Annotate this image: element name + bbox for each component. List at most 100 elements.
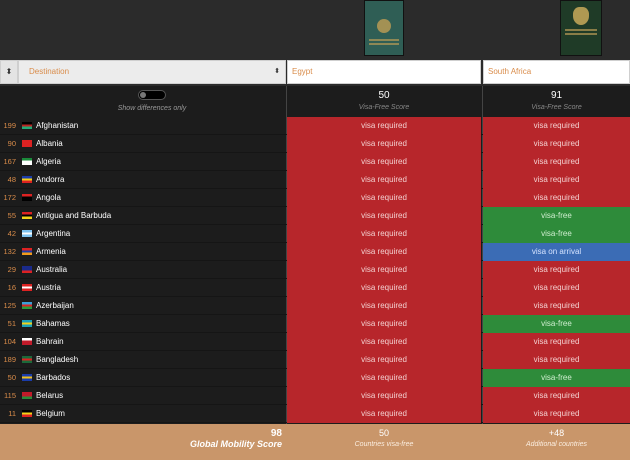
rank-number: 16: [7, 283, 16, 292]
south-africa-passport-select[interactable]: South Africa: [483, 60, 630, 84]
global-score-label: Global Mobility Score: [189, 439, 282, 449]
table-row[interactable]: 16 Austria visa required visa required: [0, 279, 630, 297]
rank-number: 172: [3, 193, 16, 202]
country-name[interactable]: Azerbaijan: [36, 301, 74, 310]
south-africa-visa-status: visa required: [483, 171, 630, 189]
egypt-visa-status: visa required: [287, 189, 481, 207]
country-flag-icon: [22, 320, 32, 327]
country-name[interactable]: Bahrain: [36, 337, 64, 346]
table-row[interactable]: 50 Barbados visa required visa-free: [0, 369, 630, 387]
table-row[interactable]: 90 Albania visa required visa required: [0, 135, 630, 153]
south-africa-select-label: South Africa: [488, 67, 532, 76]
south-africa-visa-status: visa required: [483, 387, 630, 405]
summary-footer: 98 Global Mobility Score 50 Countries vi…: [0, 424, 630, 460]
egypt-visa-status: visa required: [287, 261, 481, 279]
rank-number: 115: [4, 391, 16, 400]
egypt-visa-status: visa required: [287, 315, 481, 333]
show-differences-toggle[interactable]: [138, 90, 166, 100]
table-row[interactable]: 189 Bangladesh visa required visa required: [0, 351, 630, 369]
country-name[interactable]: Belgium: [36, 409, 65, 418]
rank-number: 55: [7, 211, 16, 220]
south-africa-visa-status: visa-free: [483, 315, 630, 333]
rank-number: 189: [3, 355, 16, 364]
score-row: Show differences only 50 Visa-Free Score…: [0, 86, 630, 118]
table-row[interactable]: 48 Andorra visa required visa required: [0, 171, 630, 189]
rank-number: 90: [7, 139, 16, 148]
egypt-passport-select[interactable]: Egypt: [287, 60, 481, 84]
country-flag-icon: [22, 392, 32, 399]
country-name[interactable]: Antigua and Barbuda: [36, 211, 112, 220]
country-name[interactable]: Angola: [36, 193, 61, 202]
table-row[interactable]: 125 Azerbaijan visa required visa required: [0, 297, 630, 315]
country-name[interactable]: Afghanistan: [36, 121, 79, 130]
egypt-visa-status: visa required: [287, 333, 481, 351]
country-name[interactable]: Algeria: [36, 157, 61, 166]
toggle-knob: [140, 92, 146, 98]
south-africa-visa-status: visa-free: [483, 207, 630, 225]
table-row[interactable]: 55 Antigua and Barbuda visa required visa-f…: [0, 207, 630, 225]
country-flag-icon: [22, 266, 32, 273]
egypt-passport-image[interactable]: [364, 0, 404, 56]
country-flag-icon: [22, 194, 32, 201]
country-flag-icon: [22, 374, 32, 381]
sort-updown-icon: ⬍: [274, 68, 280, 75]
rank-number: 51: [7, 319, 16, 328]
country-flag-icon: [22, 122, 32, 129]
country-name[interactable]: Australia: [36, 265, 68, 274]
country-name[interactable]: Armenia: [36, 247, 66, 256]
country-flag-icon: [22, 140, 32, 147]
table-row[interactable]: 199 Afghanistan visa required visa required: [0, 117, 630, 135]
country-name[interactable]: Argentina: [36, 229, 71, 238]
destination-select[interactable]: Destination ⬍: [18, 60, 286, 84]
country-flag-icon: [22, 338, 32, 345]
country-name[interactable]: Andorra: [36, 175, 65, 184]
south-africa-summary-value: +48: [548, 428, 565, 438]
table-row[interactable]: 132 Armenia visa required visa on arrival: [0, 243, 630, 261]
rank-number: 48: [7, 175, 16, 184]
rank-number: 42: [7, 229, 16, 238]
table-row[interactable]: 167 Algeria visa required visa required: [0, 153, 630, 171]
egypt-visa-status: visa required: [287, 387, 481, 405]
egypt-visa-status: visa required: [287, 297, 481, 315]
table-row[interactable]: 172 Angola visa required visa required: [0, 189, 630, 207]
table-row[interactable]: 51 Bahamas visa required visa-free: [0, 315, 630, 333]
egypt-visa-status: visa required: [287, 279, 481, 297]
egypt-visa-status: visa required: [287, 207, 481, 225]
country-name[interactable]: Bahamas: [36, 319, 70, 328]
egypt-visa-status: visa required: [287, 405, 481, 423]
country-name[interactable]: Barbados: [36, 373, 71, 382]
country-flag-icon: [22, 302, 32, 309]
south-africa-score-label: Visa-Free Score: [531, 104, 582, 111]
country-name[interactable]: Belarus: [36, 391, 64, 400]
egypt-visa-status: visa required: [287, 171, 481, 189]
rank-number: 167: [3, 157, 16, 166]
south-africa-summary: +48 Additional countries: [483, 428, 630, 448]
country-name[interactable]: Albania: [36, 139, 63, 148]
egypt-summary: 50 Countries visa-free: [287, 428, 481, 448]
country-flag-icon: [22, 176, 32, 183]
south-africa-summary-label: Additional countries: [525, 441, 588, 448]
south-africa-visa-status: visa required: [483, 333, 630, 351]
table-row[interactable]: 29 Australia visa required visa required: [0, 261, 630, 279]
egypt-visa-status: visa required: [287, 117, 481, 135]
south-africa-passport-image[interactable]: [560, 0, 602, 56]
passport-header: [0, 0, 630, 58]
column-divider: [286, 86, 287, 460]
egypt-visa-status: visa required: [287, 135, 481, 153]
south-africa-visa-status: visa required: [483, 297, 630, 315]
coat-of-arms-icon: [573, 7, 589, 25]
country-name[interactable]: Austria: [36, 283, 61, 292]
table-row[interactable]: 104 Bahrain visa required visa required: [0, 333, 630, 351]
table-row[interactable]: 11 Belgium visa required visa required: [0, 405, 630, 423]
rank-sort-button[interactable]: ⬍: [0, 60, 18, 84]
rank-number: 125: [3, 301, 16, 310]
table-row[interactable]: 42 Argentina visa required visa-free: [0, 225, 630, 243]
show-differences-label: Show differences only: [117, 105, 187, 112]
destination-table: 199 Afghanistan visa required visa required…: [0, 117, 630, 423]
south-africa-visa-status: visa-free: [483, 369, 630, 387]
country-name[interactable]: Bangladesh: [36, 355, 79, 364]
rank-number: 199: [3, 121, 16, 130]
table-row[interactable]: 115 Belarus visa required visa required: [0, 387, 630, 405]
south-africa-visa-status: visa required: [483, 279, 630, 297]
country-flag-icon: [22, 410, 32, 417]
